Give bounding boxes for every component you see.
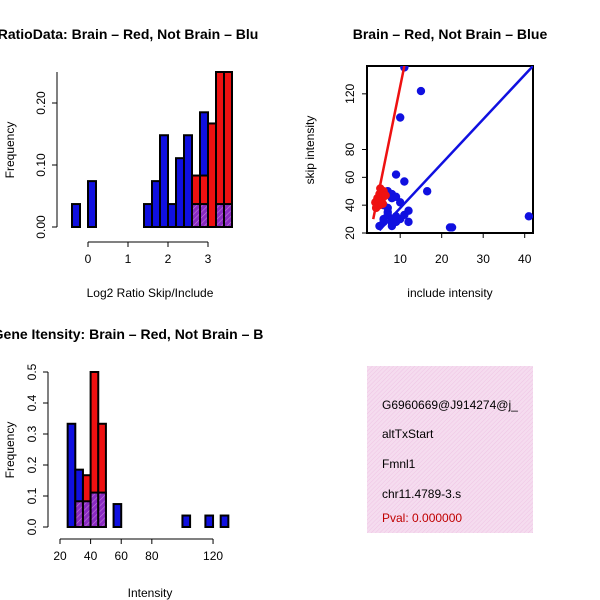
x-tick-label: 2 <box>165 252 172 266</box>
point-not-brain-23 <box>416 86 426 96</box>
bar-overlap-19 <box>223 203 233 228</box>
bar-not-brain-0 <box>71 203 81 228</box>
bar-overlap-18 <box>215 203 225 228</box>
scatter-title: Brain – Red, Not Brain – Blue <box>353 26 548 42</box>
info-gene-name: Fmnl1 <box>382 457 416 471</box>
info-box-background <box>367 366 533 533</box>
fit-line-not-brain <box>378 66 533 232</box>
point-brain-9 <box>381 191 390 200</box>
ratio-histogram-ylabel: Frequency <box>3 122 17 179</box>
bar-not-brain-6 <box>112 503 123 528</box>
point-not-brain-20 <box>400 177 409 186</box>
bar-overlap-4 <box>97 491 107 528</box>
point-not-brain-13 <box>404 206 413 215</box>
bar-overlap-2 <box>81 500 92 528</box>
fit-line-brain <box>372 66 406 220</box>
point-not-brain-21 <box>396 113 405 122</box>
point-brain-11 <box>378 199 387 208</box>
info-box-panel: G6960669@J914274@j_ altTxStart Fmnl1 chr… <box>367 366 533 533</box>
y-tick-label: 40 <box>343 198 357 212</box>
bar-not-brain-9 <box>143 203 153 228</box>
y-tick-label: 0.2 <box>25 456 39 473</box>
bar-not-brain-13 <box>175 157 185 228</box>
ratio-histogram-axes: 0.00 0.10 0.20 0 1 2 3 <box>34 72 212 266</box>
y-tick-label: 0.20 <box>34 91 48 115</box>
intensity-histogram-title: Gene Itensity: Brain – Red, Not Brain – … <box>0 326 263 342</box>
y-tick-label: 80 <box>343 143 357 157</box>
x-tick-label: 0 <box>85 252 92 266</box>
info-location: chr11.4789-3.s <box>382 487 461 501</box>
y-tick-label: 0.00 <box>34 215 48 239</box>
bar-overlap-16 <box>199 203 209 228</box>
y-tick-label: 0.3 <box>25 425 39 442</box>
x-tick-label: 30 <box>477 252 491 266</box>
x-tick-label: 40 <box>84 549 98 563</box>
intensity-histogram-bars <box>66 371 230 529</box>
scatter-axes: 10 20 30 40 20 40 60 80 120 <box>343 84 532 266</box>
intensity-histogram-ylabel: Frequency <box>3 422 17 479</box>
point-not-brain-26 <box>447 223 457 232</box>
ratio-histogram-title: RatioData: Brain – Red, Not Brain – Blu <box>0 26 258 42</box>
bar-not-brain-10 <box>151 180 161 228</box>
bar-not-brain-11 <box>159 134 169 229</box>
x-tick-label: 120 <box>203 549 223 563</box>
intensity-histogram-panel: Gene Itensity: Brain – Red, Not Brain – … <box>0 326 263 600</box>
point-not-brain-27 <box>524 212 533 221</box>
bar-brain-17 <box>207 122 217 228</box>
bar-not-brain-2 <box>87 180 97 228</box>
x-tick-label: 60 <box>115 549 129 563</box>
bar-not-brain-12 <box>167 203 177 228</box>
scatter-ylabel: skip intensity <box>303 116 317 185</box>
y-tick-label: 0.4 <box>25 394 39 411</box>
x-tick-label: 40 <box>518 252 532 266</box>
info-event-type: altTxStart <box>382 427 434 441</box>
y-tick-label: 60 <box>343 170 357 184</box>
ratio-histogram-bars <box>71 71 233 229</box>
ratio-histogram-panel: RatioData: Brain – Red, Not Brain – Blu … <box>0 26 258 300</box>
point-not-brain-18 <box>391 170 401 179</box>
x-tick-label: 20 <box>435 252 449 266</box>
y-tick-label: 120 <box>343 84 357 104</box>
info-pvalue: Pval: 0.000000 <box>382 511 462 525</box>
ratio-histogram-xlabel: Log2 Ratio Skip/Include <box>87 286 214 300</box>
x-tick-label: 80 <box>145 549 159 563</box>
scatter-panel: Brain – Red, Not Brain – Blue 10 20 30 40 20… <box>303 26 547 300</box>
y-tick-label: 20 <box>343 226 357 240</box>
bar-not-brain-15 <box>181 514 192 529</box>
bar-not-brain-14 <box>183 134 193 229</box>
point-not-brain-12 <box>404 217 413 227</box>
y-tick-label: 0.10 <box>34 153 48 177</box>
y-tick-label: 0.1 <box>25 487 39 504</box>
bar-overlap-1 <box>74 500 84 528</box>
bar-overlap-15 <box>191 203 201 228</box>
bar-not-brain-20 <box>219 514 230 529</box>
intensity-histogram-axes: 0.0 0.1 0.2 0.3 0.4 0.5 20 40 60 80 120 <box>25 363 223 563</box>
bar-not-brain-18 <box>204 514 215 529</box>
point-not-brain-24 <box>422 187 432 196</box>
info-probe-id: G6960669@J914274@j_ <box>382 398 518 412</box>
bar-not-brain-0 <box>66 422 77 528</box>
x-tick-label: 10 <box>394 252 408 266</box>
y-tick-label: 0.0 <box>25 518 39 535</box>
scatter-plot-marks <box>371 66 533 232</box>
intensity-histogram-xlabel: Intensity <box>128 586 173 600</box>
scatter-xlabel: include intensity <box>407 286 492 300</box>
x-tick-label: 1 <box>125 252 132 266</box>
y-tick-label: 0.5 <box>25 363 39 380</box>
bar-overlap-3 <box>89 491 100 528</box>
x-tick-label: 20 <box>53 549 67 563</box>
x-tick-label: 3 <box>205 252 212 266</box>
